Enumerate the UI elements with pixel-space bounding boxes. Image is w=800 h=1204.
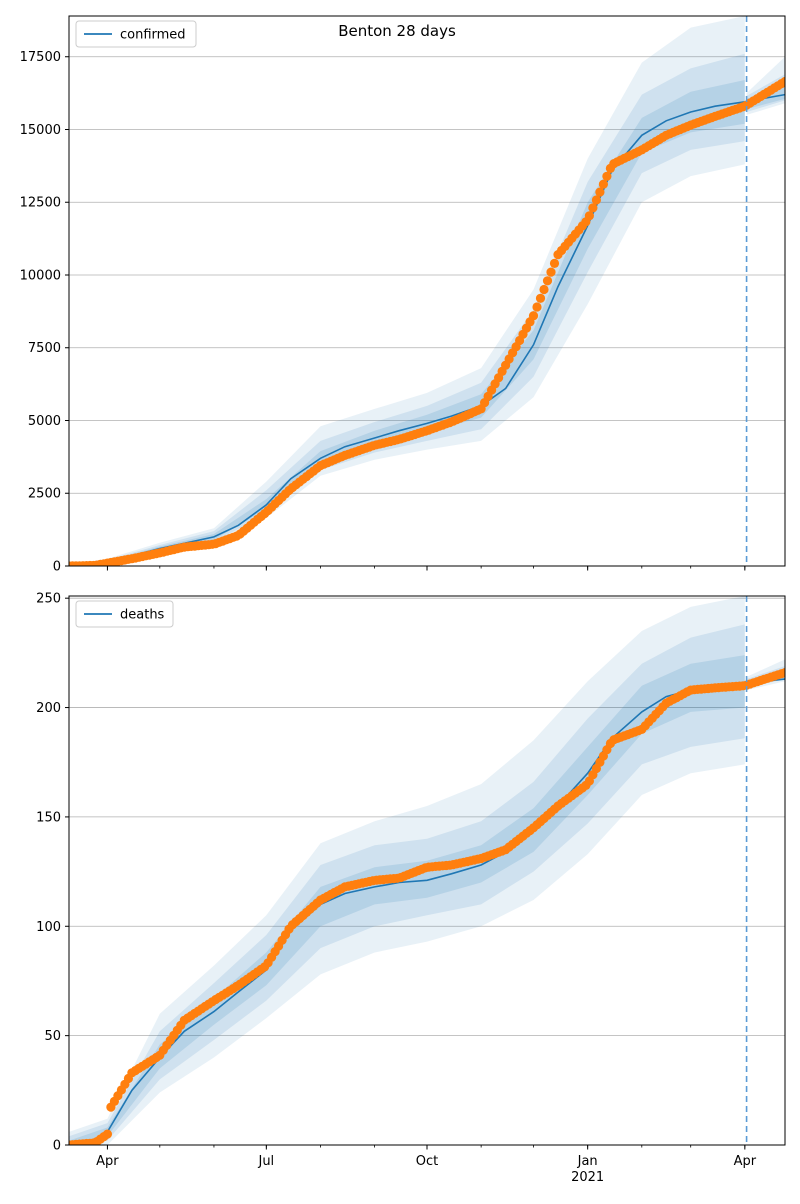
y-tick-label: 250 <box>36 592 61 607</box>
observed-point <box>598 179 609 189</box>
x-tick-label: Jul <box>257 1154 274 1169</box>
y-tick-label: 10000 <box>20 268 61 283</box>
legend-label: deaths <box>120 608 165 623</box>
y-tick-label: 15000 <box>20 123 61 138</box>
observed-point <box>602 171 612 181</box>
observed-point <box>591 195 602 205</box>
uncertainty-band-middle <box>69 53 745 566</box>
y-tick-label: 100 <box>36 920 61 935</box>
uncertainty-band-inner <box>69 655 745 1145</box>
observed-point <box>584 211 595 221</box>
y-tick-label: 200 <box>36 701 61 716</box>
observed-point <box>542 276 553 286</box>
confirmed-panel: 0 2500 5000 7500 10000 12500 15000 17500 confirm… <box>20 15 786 575</box>
figure-title: Benton 28 days <box>338 22 456 40</box>
y-tick-label: 5000 <box>28 414 61 429</box>
observed-point <box>549 258 560 268</box>
observed-point <box>546 267 556 277</box>
x-tick-label: Apr <box>734 1154 757 1169</box>
uncertainty-band-outer <box>69 16 745 566</box>
observed-point <box>539 284 549 295</box>
observed-point <box>780 668 785 678</box>
uncertainty-band-middle <box>69 624 745 1145</box>
legend-box <box>75 600 174 628</box>
legend: deaths <box>75 600 174 628</box>
observed-point <box>535 293 546 303</box>
observed-point <box>780 76 785 87</box>
y-tick-label: 50 <box>44 1029 61 1044</box>
x-tick-label: Oct <box>416 1154 438 1169</box>
y-tick-label: 0 <box>53 560 61 575</box>
y-tick-label: 0 <box>53 1139 61 1154</box>
y-tick-label: 17500 <box>20 50 61 65</box>
observed-point <box>588 203 598 213</box>
y-tick-label: 12500 <box>20 196 61 211</box>
legend-box <box>75 20 197 48</box>
observed-point <box>528 311 539 321</box>
observed-point <box>532 302 542 312</box>
y-tick-label: 2500 <box>28 487 61 502</box>
x-tick-label: Jan <box>577 1154 598 1169</box>
y-tick-label: 150 <box>36 810 61 825</box>
y-tick-label: 7500 <box>28 341 61 356</box>
plot-area <box>69 596 785 1145</box>
observed-point <box>102 1129 112 1139</box>
legend-label: confirmed <box>120 28 186 43</box>
x-tick-label: Apr <box>96 1154 119 1169</box>
x-tick-sublabel: 2021 <box>571 1170 604 1185</box>
observed-point <box>595 187 605 197</box>
legend: confirmed <box>75 20 197 48</box>
plot-area <box>69 16 785 566</box>
